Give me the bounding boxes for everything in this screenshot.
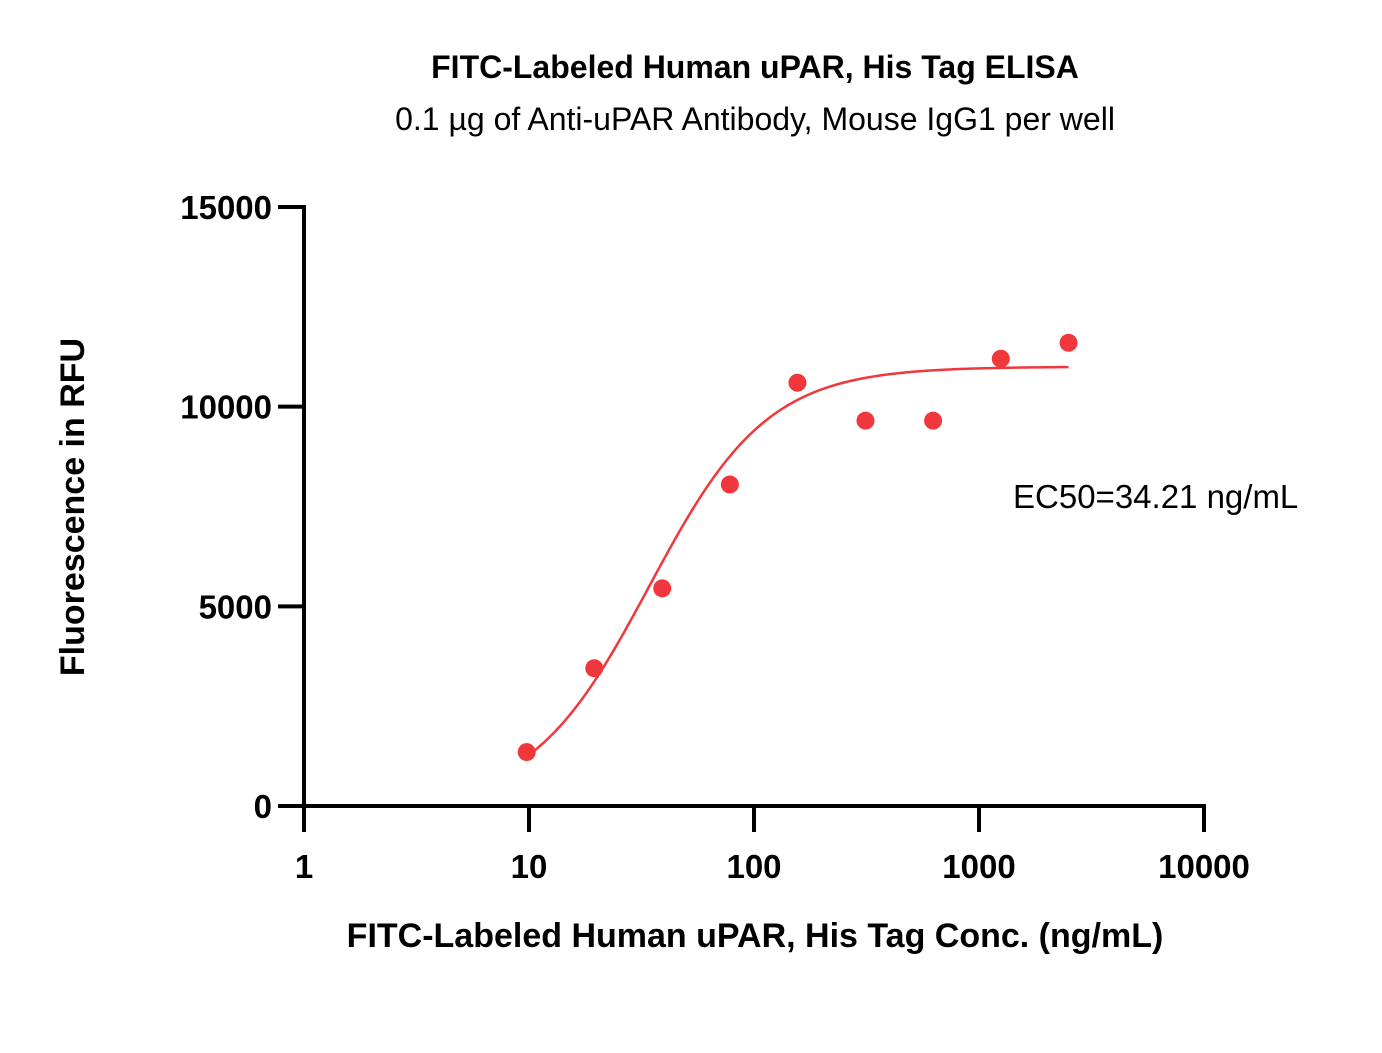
data-point	[517, 743, 536, 762]
y-tick-label: 5000	[199, 588, 272, 625]
x-axis-title: FITC-Labeled Human uPAR, His Tag Conc. (…	[347, 917, 1164, 955]
y-ticks: 0 5000 10000 15000	[180, 189, 304, 825]
data-point	[788, 373, 807, 392]
y-axis-title: Fluorescence in RFU	[54, 338, 92, 676]
data-point	[1059, 333, 1078, 352]
y-tick-label: 10000	[180, 389, 272, 426]
chart-subtitle: 0.1 µg of Anti-uPAR Antibody, Mouse IgG1…	[395, 101, 1115, 137]
ec50-annotation: EC50=34.21 ng/mL	[1013, 478, 1298, 515]
axes: 0 5000 10000 15000 1 10 100 1000 10000	[180, 189, 1250, 885]
data-points-group	[517, 333, 1078, 762]
x-tick-label: 1000	[942, 848, 1015, 885]
data-point	[856, 411, 875, 430]
chart-title: FITC-Labeled Human uPAR, His Tag ELISA	[431, 49, 1079, 85]
x-tick-label: 10000	[1158, 848, 1250, 885]
data-point	[653, 579, 672, 598]
y-tick-label: 0	[254, 788, 272, 825]
x-tick-label: 100	[726, 848, 781, 885]
data-point	[720, 475, 739, 494]
fit-curve	[525, 365, 1069, 758]
x-ticks: 1 10 100 1000 10000	[295, 806, 1250, 885]
y-tick-label: 15000	[180, 189, 272, 226]
fit-curve-group	[525, 365, 1069, 758]
x-tick-label: 1	[295, 848, 313, 885]
data-point	[585, 659, 604, 678]
data-point	[924, 411, 943, 430]
data-point	[991, 349, 1010, 368]
x-tick-label: 10	[511, 848, 548, 885]
